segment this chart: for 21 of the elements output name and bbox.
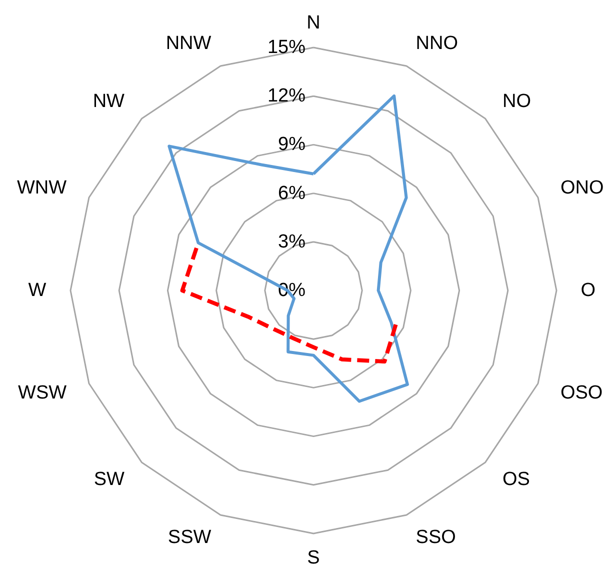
spoke-label: W (28, 280, 46, 301)
spoke-label: SW (94, 469, 125, 490)
spoke-label: NW (92, 90, 125, 112)
y-tick-label: 9% (278, 134, 306, 156)
y-tick-label: 15% (267, 37, 306, 58)
spoke-label: WNW (16, 178, 67, 199)
spoke-label: OSO (560, 382, 603, 404)
spoke-label: O (580, 280, 596, 301)
y-tick-label: 12% (267, 86, 306, 107)
spoke-label: SSO (416, 526, 456, 548)
spoke-label: NO (502, 90, 532, 112)
spoke-label: OS (502, 469, 530, 490)
spoke-label: N (306, 12, 320, 34)
spoke-label: NNW (166, 33, 212, 54)
spoke-label: S (307, 547, 320, 568)
spoke-label: WSW (18, 382, 67, 404)
y-tick-label: 3% (278, 231, 306, 252)
spoke-label: SSW (168, 526, 212, 548)
spoke-label: NNO (416, 33, 458, 54)
spoke-label: ONO (560, 178, 604, 199)
y-tick-label: 6% (278, 182, 306, 204)
